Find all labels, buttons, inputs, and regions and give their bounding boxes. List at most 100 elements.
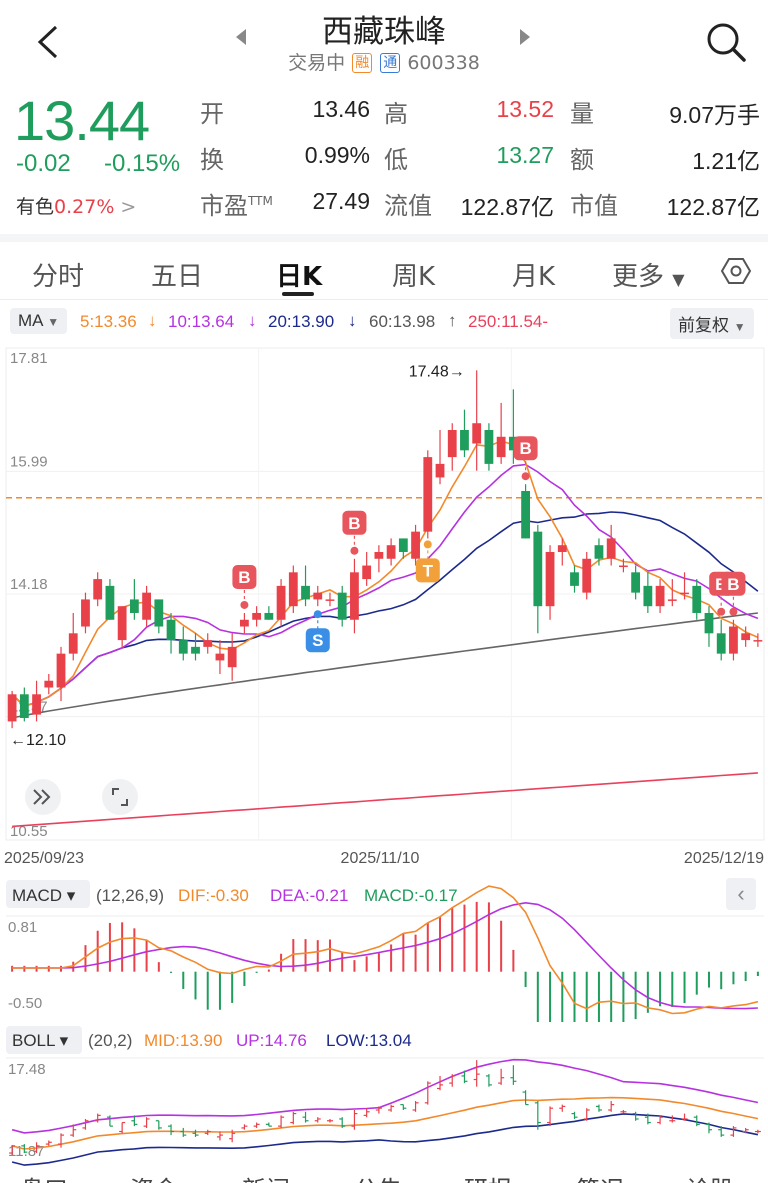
nav-item[interactable]: 诊股 — [686, 1170, 734, 1183]
tab-five-day[interactable]: 五日 — [151, 262, 204, 292]
candle-body — [570, 572, 579, 586]
back-icon[interactable] — [34, 24, 62, 60]
candle-body — [692, 585, 702, 613]
candle-body — [105, 585, 115, 620]
candle-body — [93, 579, 103, 600]
candle-body — [508, 436, 518, 451]
collapse-tab[interactable]: ‹ — [726, 878, 756, 910]
candle-body — [472, 423, 482, 444]
tab-monthly-k[interactable]: 月K — [512, 262, 556, 292]
candle-body — [142, 592, 151, 620]
indicator-selector[interactable]: MA ▼ — [10, 308, 68, 334]
candle-body — [7, 694, 17, 722]
candle-body — [533, 531, 543, 607]
candle-body — [374, 551, 384, 559]
search-icon[interactable] — [704, 20, 748, 64]
ma10-value: 10:13.64 — [168, 312, 235, 331]
caret-down-icon: ▼ — [733, 320, 746, 334]
nav-item[interactable]: 研报 — [464, 1170, 512, 1183]
signal-badge — [513, 436, 538, 461]
nav-item[interactable]: 公告 — [354, 1170, 402, 1183]
prev-stock-icon[interactable] — [234, 28, 248, 46]
signal-dot — [717, 607, 726, 616]
signal-label: B — [519, 439, 531, 458]
next-stock-icon[interactable] — [518, 28, 532, 46]
signal-dot — [240, 600, 249, 609]
boll-params: (20,2) — [88, 1031, 132, 1050]
nav-item[interactable]: 盘口 — [20, 1170, 68, 1183]
quote-field-value: 122.87亿 — [666, 194, 760, 220]
expand-button-bg — [25, 779, 61, 815]
boll-legend: BOLL ▾ (20,2) MID:13.90 UP:14.76 LOW:13.04 — [6, 1026, 412, 1054]
nav-item[interactable]: 资金 — [130, 1170, 178, 1183]
quote-field-label: 市值 — [570, 192, 618, 220]
quote-field-value: 13.27 — [496, 142, 554, 168]
candle-body — [240, 619, 249, 627]
price-change-pct: -0.15% — [104, 150, 181, 177]
arrow-down-icon: ↓ — [148, 311, 157, 330]
macd-selector-label: MACD ▾ — [12, 886, 76, 905]
boll-chart[interactable]: BOLL ▾ (20,2) MID:13.90 UP:14.76 LOW:13.04 17… — [0, 1022, 768, 1170]
low-price-marker: ←12.10 — [10, 732, 66, 749]
signal-badge — [232, 564, 257, 589]
boll-low-line — [11, 1113, 759, 1166]
candle-body — [44, 680, 54, 688]
candle-body — [350, 572, 359, 620]
candle-body — [68, 633, 78, 654]
sector-link[interactable]: 有色0.27% > — [16, 192, 136, 219]
margin-tag: 融 — [352, 53, 373, 73]
double-chevron-icon — [33, 789, 51, 805]
candle-body — [129, 599, 139, 613]
signal-badge — [415, 558, 440, 583]
adjust-selector[interactable]: 前复权 ▼ — [670, 308, 754, 339]
expand-icon[interactable] — [25, 779, 61, 815]
tab-more-label: 更多 — [612, 262, 665, 292]
y-tick-label: 14.18 — [10, 576, 48, 593]
nav-item[interactable]: 简况 — [576, 1170, 624, 1183]
nav-item[interactable]: 新闻 — [242, 1170, 290, 1183]
candle-body — [460, 430, 469, 451]
candle-body — [521, 490, 530, 539]
signal-badge — [305, 628, 330, 653]
candle-body — [741, 633, 751, 641]
signal-dot — [423, 540, 432, 549]
y-tick-label: 17.81 — [10, 350, 48, 367]
tab-intraday[interactable]: 分时 — [32, 262, 85, 292]
settings-hex-icon[interactable] — [720, 256, 752, 286]
quote-field-label: 高 — [384, 100, 408, 128]
candle-body — [215, 653, 225, 661]
candle-body — [423, 457, 433, 532]
kline-chart[interactable]: 17.8115.9914.1812.3710.5517.48→←12.10BSB… — [0, 340, 768, 870]
candle-body — [191, 646, 200, 654]
ma60-line — [11, 612, 758, 719]
macd-dea: DEA:-0.21 — [270, 886, 348, 905]
stock-code: 600338 — [407, 52, 480, 74]
candle-body — [252, 612, 262, 620]
y-tick-label: 10.55 — [10, 823, 48, 840]
tab-more[interactable]: 更多 ▼ — [612, 256, 685, 293]
ma250-line — [12, 772, 758, 828]
boll-mid-line — [11, 1096, 759, 1150]
quote-field-value: 13.52 — [496, 96, 554, 122]
sector-label: 有色 — [16, 196, 55, 218]
macd-dif: DIF:-0.30 — [178, 886, 249, 905]
quote-field-label: 市盈TTM — [200, 192, 273, 220]
chevron-left-icon: ‹ — [737, 881, 744, 906]
stock-name: 西藏珠峰 — [322, 14, 446, 50]
quote-field-value: 1.21亿 — [692, 148, 760, 174]
quote-field-label: 开 — [200, 100, 224, 128]
corner-icon — [112, 788, 128, 806]
macd-legend: MACD ▾ (12,26,9) DIF:-0.30 DEA:-0.21 MACD:-0… — [6, 880, 458, 908]
tab-weekly-k[interactable]: 周K — [392, 262, 436, 292]
macd-chart[interactable]: MACD ▾ (12,26,9) DIF:-0.30 DEA:-0.21 MACD:-0… — [0, 872, 768, 1022]
macd-y-tick: 0.81 — [8, 919, 37, 936]
candle-body — [203, 640, 213, 647]
quote-field-label: 量 — [570, 100, 594, 128]
candle-body — [117, 606, 127, 641]
tab-daily-k[interactable]: 日K — [276, 262, 323, 292]
quote-field-label: 额 — [570, 146, 594, 174]
quote-field-value: 9.07万手 — [669, 102, 760, 128]
candle-body — [655, 585, 665, 607]
macd-dea-line — [12, 901, 758, 1010]
fullscreen-icon[interactable] — [102, 779, 138, 815]
